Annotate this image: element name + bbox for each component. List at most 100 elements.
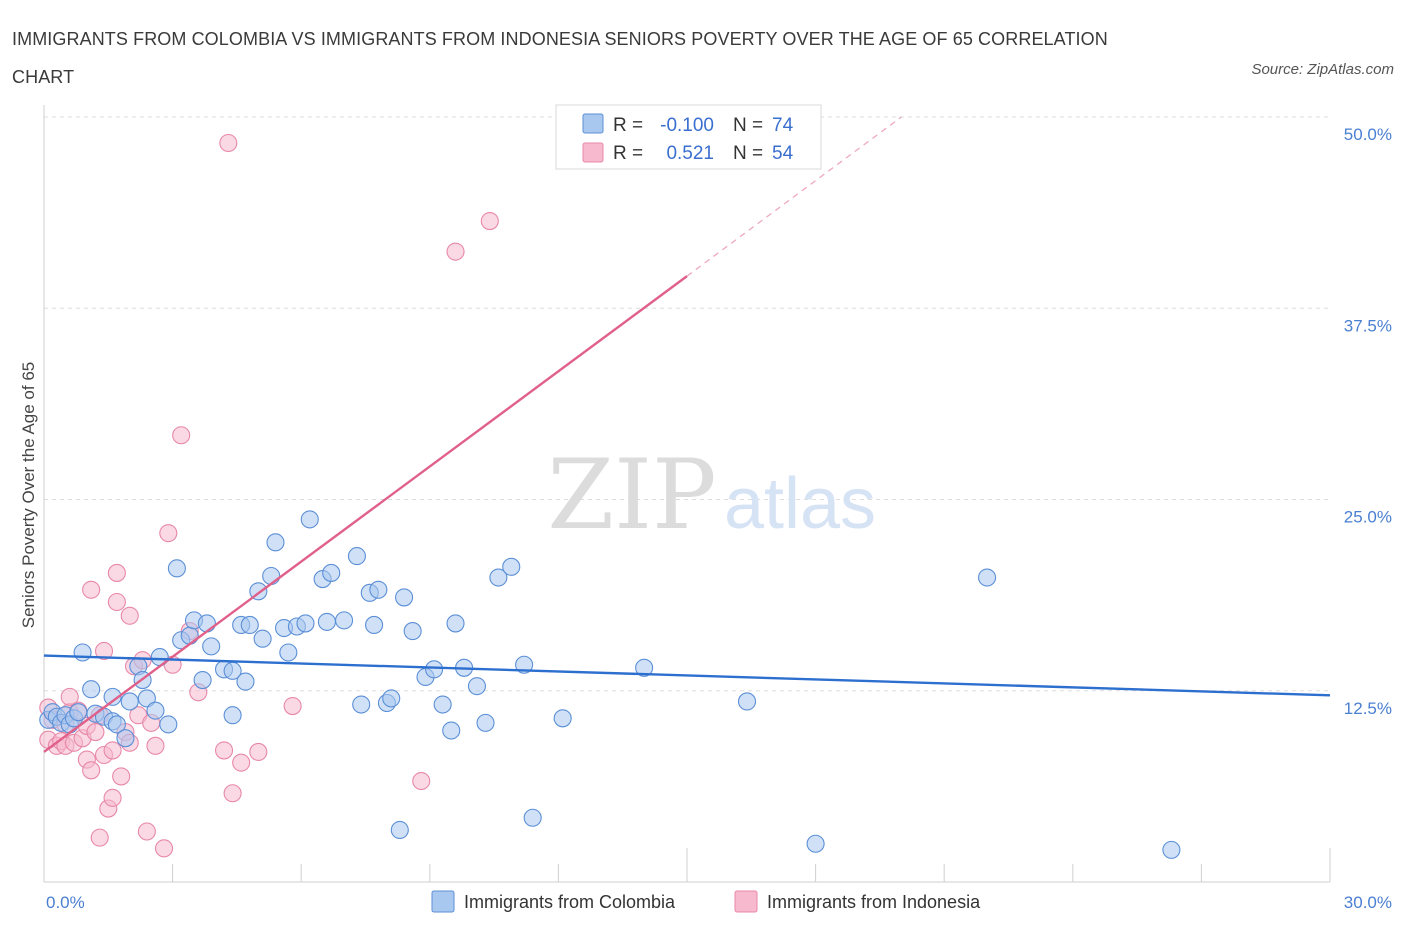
colombia-point-68 <box>502 557 521 576</box>
bottom-legend-swatch-colombia <box>431 890 455 913</box>
colombia-point-71 <box>553 709 572 728</box>
colombia-point-16 <box>120 692 139 711</box>
indonesia-point-23 <box>103 741 122 760</box>
colombia-point-62 <box>442 721 461 740</box>
indonesia-trend-extension <box>686 116 902 277</box>
indonesia-point-45 <box>232 753 251 772</box>
colombia-point-20 <box>146 701 165 720</box>
indonesia-point-8 <box>60 687 79 706</box>
indonesia-point-29 <box>120 606 139 625</box>
indonesia-point-44 <box>223 784 242 803</box>
colombia-point-73 <box>737 692 757 711</box>
colombia-point-69 <box>515 655 534 674</box>
colombia-point-52 <box>365 615 384 635</box>
colombia-point-61 <box>433 695 452 714</box>
indonesia-point-14 <box>82 580 101 599</box>
colombia-point-41 <box>279 643 298 662</box>
legend-n-label-colombia: N = <box>733 115 763 136</box>
colombia-point-57 <box>395 588 414 607</box>
colombia-point-38 <box>262 566 281 586</box>
colombia-point-35 <box>240 615 259 635</box>
tick-labels: 12.5% 25.0% 37.5% 50.0% 0.0% 30.0% <box>46 125 1392 912</box>
colombia-point-46 <box>317 612 336 631</box>
x-tick-label-0: 0.0% <box>46 893 85 912</box>
watermark: ZIP atlas <box>547 439 876 551</box>
chart-title: IMMIGRANTS FROM COLOMBIA VS IMMIGRANTS F… <box>12 29 1108 87</box>
chart-source: Source: ZipAtlas.com <box>1251 61 1394 78</box>
y-tick-label-3: 50.0% <box>1344 125 1392 144</box>
indonesia-point-24 <box>107 563 126 582</box>
series-indonesia-points <box>39 133 499 858</box>
colombia-point-47 <box>322 563 341 582</box>
colombia-point-39 <box>266 533 285 552</box>
y-tick-label-0: 12.5% <box>1344 699 1392 718</box>
colombia-point-48 <box>335 611 354 630</box>
colombia-point-9 <box>82 680 101 699</box>
colombia-point-63 <box>446 614 465 633</box>
colombia-point-32 <box>223 706 242 725</box>
legend-r-label-colombia: R = <box>613 115 643 136</box>
grid-lines <box>44 116 1330 692</box>
indonesia-point-36 <box>154 839 174 858</box>
indonesia-point-15 <box>82 761 101 780</box>
colombia-point-37 <box>253 629 272 648</box>
legend-r-value-colombia: -0.100 <box>660 115 714 136</box>
colombia-point-56 <box>390 820 409 840</box>
colombia-point-25 <box>180 626 199 645</box>
colombia-point-75 <box>978 568 997 587</box>
indonesia-point-50 <box>480 211 499 231</box>
colombia-point-19 <box>137 689 156 708</box>
bottom-legend-label-colombia: Immigrants from Colombia <box>464 892 676 912</box>
colombia-point-14 <box>107 715 126 734</box>
legend-swatch-colombia <box>582 113 604 134</box>
indonesia-trend-line <box>43 275 688 753</box>
indonesia-point-35 <box>146 736 165 755</box>
colombia-point-72 <box>635 658 654 677</box>
colombia-point-66 <box>476 713 495 732</box>
legend-r-value-indonesia: 0.521 <box>666 143 714 164</box>
colombia-point-22 <box>159 715 178 734</box>
y-tick-label-1: 25.0% <box>1344 508 1392 527</box>
colombia-point-70 <box>523 808 542 827</box>
indonesia-point-46 <box>249 742 268 762</box>
indonesia-point-26 <box>112 767 131 786</box>
legend-n-label-indonesia: N = <box>733 143 763 164</box>
indonesia-point-37 <box>159 524 178 543</box>
colombia-point-43 <box>296 614 315 633</box>
colombia-point-13 <box>103 687 122 706</box>
legend-n-value-colombia: 74 <box>772 115 794 136</box>
colombia-point-27 <box>193 670 212 690</box>
colombia-trend-line <box>43 654 1331 697</box>
colombia-point-28 <box>197 614 216 633</box>
indonesia-point-25 <box>107 592 126 612</box>
colombia-point-53 <box>369 580 388 599</box>
watermark-zip: ZIP <box>547 439 716 551</box>
colombia-point-65 <box>467 677 487 696</box>
colombia-point-74 <box>806 834 825 853</box>
bottom-legend: Immigrants from Colombia Immigrants from… <box>431 890 981 913</box>
indonesia-point-43 <box>219 133 238 153</box>
indonesia-point-17 <box>90 828 109 847</box>
colombia-point-58 <box>403 622 422 641</box>
indonesia-point-47 <box>283 696 302 716</box>
indonesia-point-49 <box>446 242 465 261</box>
legend-n-value-indonesia: 54 <box>772 143 794 164</box>
bottom-legend-swatch-indonesia <box>734 890 758 913</box>
indonesia-point-33 <box>137 822 156 841</box>
indonesia-point-16 <box>86 723 105 742</box>
colombia-point-15 <box>116 729 135 748</box>
watermark-atlas: atlas <box>724 464 876 544</box>
colombia-point-8 <box>73 643 92 662</box>
indonesia-point-39 <box>172 426 191 445</box>
trend-lines <box>43 116 1331 753</box>
colombia-point-23 <box>167 559 186 578</box>
indonesia-point-22 <box>103 788 122 807</box>
colombia-point-76 <box>1162 840 1181 859</box>
x-tick-label-1: 30.0% <box>1344 893 1392 912</box>
colombia-point-7 <box>69 703 88 722</box>
colombia-point-29 <box>202 637 221 656</box>
bottom-legend-label-indonesia: Immigrants from Indonesia <box>767 892 981 912</box>
legend-r-label-indonesia: R = <box>613 143 643 164</box>
colombia-point-67 <box>489 568 508 587</box>
